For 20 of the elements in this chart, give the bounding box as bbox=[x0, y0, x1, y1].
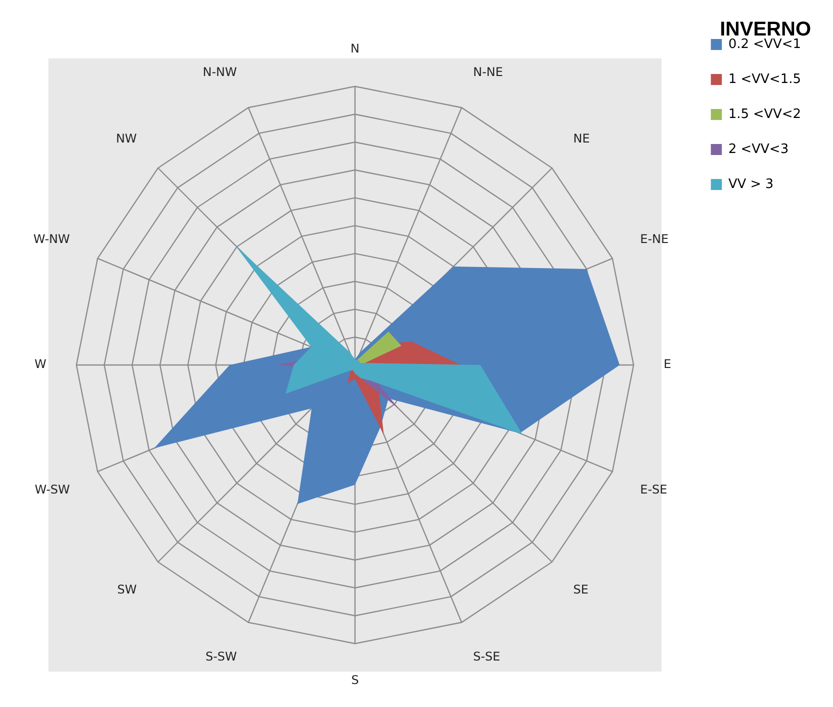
spoke-label: SW bbox=[117, 582, 137, 597]
spoke-label: W-SW bbox=[34, 482, 70, 496]
spoke-label: S-SE bbox=[473, 649, 500, 664]
legend-label: VV > 3 bbox=[728, 176, 774, 192]
spoke-label: S bbox=[351, 672, 359, 687]
spoke-label: E-NE bbox=[640, 232, 669, 246]
spoke-label: SE bbox=[573, 582, 588, 597]
spoke-label: S-SW bbox=[205, 649, 238, 664]
spoke-label: E-SE bbox=[640, 482, 668, 496]
legend-label: 1 <VV<1.5 bbox=[728, 72, 802, 87]
spoke-label: N-NE bbox=[473, 64, 503, 79]
spoke-label: N-NW bbox=[202, 64, 238, 79]
legend-label: 2 <VV<3 bbox=[728, 142, 789, 157]
spoke-label: NW bbox=[116, 132, 137, 146]
spoke-label: NE bbox=[573, 132, 590, 146]
spoke-label: W-NW bbox=[33, 232, 70, 246]
spoke-label: E bbox=[664, 357, 672, 372]
spoke-label: W bbox=[34, 357, 47, 372]
spoke-label: N bbox=[350, 41, 360, 56]
legend-label: 1.5 <VV<2 bbox=[728, 106, 802, 122]
